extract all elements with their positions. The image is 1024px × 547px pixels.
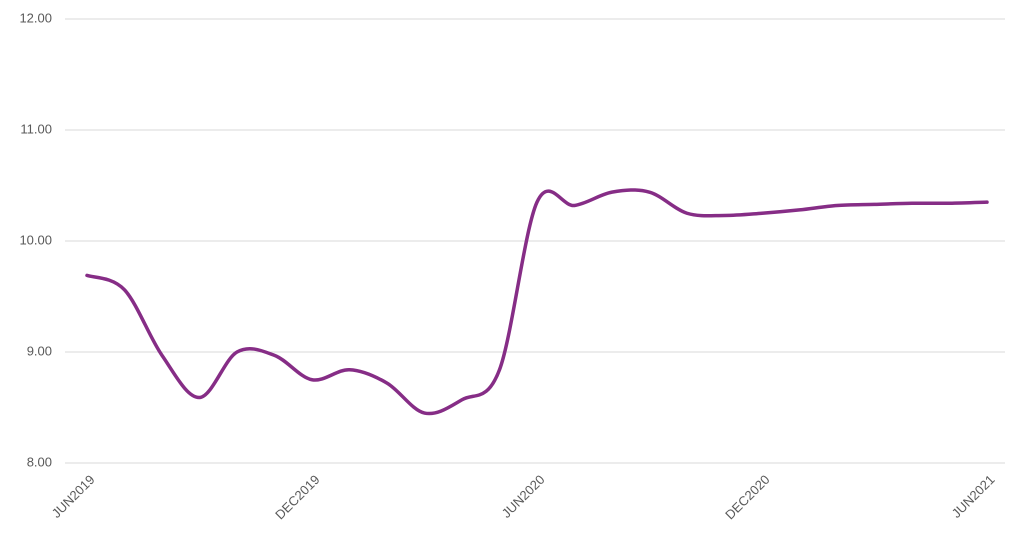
y-tick-label: 10.00: [19, 232, 52, 247]
y-tick-label: 12.00: [19, 10, 52, 25]
y-tick-label: 8.00: [27, 454, 52, 469]
y-tick-label: 11.00: [20, 121, 52, 136]
x-tick-label: JUN2019: [49, 472, 98, 521]
y-tick-label: 9.00: [27, 343, 52, 358]
x-tick-label: DEC2020: [722, 472, 772, 522]
x-tick-label: JUN2021: [949, 472, 998, 521]
x-tick-label: JUN2020: [499, 472, 548, 521]
line: [85, 188, 989, 416]
x-tick-label: DEC2019: [272, 472, 322, 522]
